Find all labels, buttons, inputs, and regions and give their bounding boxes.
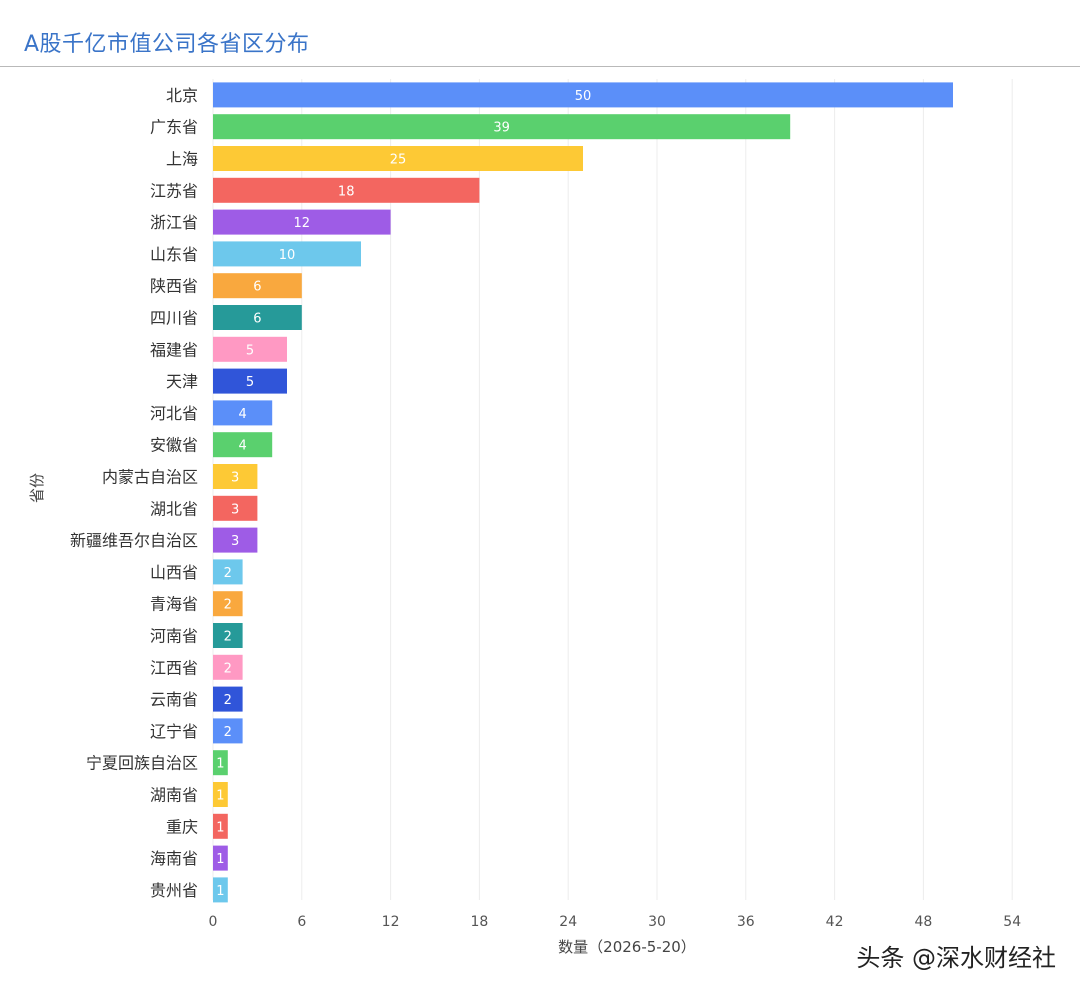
bar-value-label: 6 xyxy=(253,312,261,327)
bar xyxy=(213,813,228,839)
category-label: 上海 xyxy=(166,150,198,169)
category-label: 陕西省 xyxy=(150,277,198,296)
bar-value-label: 50 xyxy=(575,89,592,104)
x-tick-label: 42 xyxy=(826,914,844,930)
bar xyxy=(213,114,791,140)
x-tick-label: 0 xyxy=(209,914,218,930)
bar-value-label: 3 xyxy=(231,534,239,549)
category-label: 湖南省 xyxy=(150,786,198,805)
category-label: 安徽省 xyxy=(150,436,198,455)
x-axis-title: 数量（2026-5-20） xyxy=(558,938,696,956)
category-label: 河北省 xyxy=(150,404,198,423)
category-label: 青海省 xyxy=(150,595,198,614)
bar-value-label: 39 xyxy=(493,121,510,136)
bar xyxy=(213,559,243,585)
x-tick-label: 48 xyxy=(914,914,932,930)
bar-value-label: 2 xyxy=(224,725,232,740)
bar-value-label: 3 xyxy=(231,471,239,486)
category-label: 江苏省 xyxy=(150,181,198,200)
category-label: 山西省 xyxy=(150,563,198,582)
category-label: 辽宁省 xyxy=(150,722,198,741)
bar-value-label: 6 xyxy=(253,280,261,295)
bar-value-label: 5 xyxy=(246,343,254,358)
x-tick-label: 6 xyxy=(297,914,306,930)
bar-value-label: 2 xyxy=(224,598,232,613)
category-label: 贵州省 xyxy=(150,881,198,900)
bar-value-label: 3 xyxy=(231,502,239,517)
bar-value-label: 4 xyxy=(238,439,246,454)
category-label: 重庆 xyxy=(166,817,198,836)
y-axis-title: 省份 xyxy=(28,473,46,503)
category-label: 福建省 xyxy=(150,340,198,359)
category-label: 山东省 xyxy=(150,245,198,264)
bar-value-label: 1 xyxy=(216,884,224,899)
category-label: 新疆维吾尔自治区 xyxy=(70,531,198,550)
bar-value-label: 2 xyxy=(224,566,232,581)
bar xyxy=(213,368,287,394)
bar xyxy=(213,877,228,903)
bar xyxy=(213,464,258,489)
bar-value-label: 2 xyxy=(224,661,232,676)
bar xyxy=(213,654,243,680)
category-label: 广东省 xyxy=(150,118,198,137)
category-label: 天津 xyxy=(166,372,198,391)
bar xyxy=(213,686,243,712)
footer-credit: 头条 @深水财经社 xyxy=(856,944,1056,972)
bar xyxy=(213,432,273,458)
bar-value-label: 4 xyxy=(238,407,246,422)
category-label: 北京 xyxy=(166,86,198,105)
category-label: 江西省 xyxy=(150,658,198,677)
bar xyxy=(213,718,243,744)
x-tick-label: 24 xyxy=(559,914,577,930)
bar xyxy=(213,305,302,330)
x-tick-labels: 0 6 12 18 24 30 36 42 48 54 xyxy=(209,914,1022,930)
bar-value-label: 2 xyxy=(224,693,232,708)
bar-value-label: 25 xyxy=(390,153,407,168)
bar xyxy=(213,241,361,267)
bar xyxy=(213,273,302,299)
bar xyxy=(213,146,583,171)
category-label: 湖北省 xyxy=(150,499,198,518)
bar-value-label: 1 xyxy=(216,820,224,835)
title-divider xyxy=(0,66,1080,67)
bars: 50 39 25 18 12 10 6 6 5 5 4 4 3 3 3 2 2 2 2 2 2 1 1 1 1 1 xyxy=(213,82,953,903)
bar xyxy=(213,623,243,648)
bar xyxy=(213,845,228,871)
bar-value-label: 2 xyxy=(224,630,232,645)
bar-value-label: 10 xyxy=(279,248,296,263)
bar xyxy=(213,527,258,553)
category-labels: 北京广东省上海江苏省浙江省山东省陕西省四川省福建省天津河北省安徽省内蒙古自治区湖… xyxy=(70,86,198,900)
bar xyxy=(213,400,273,426)
category-label: 内蒙古自治区 xyxy=(102,468,198,487)
category-label: 河南省 xyxy=(150,627,198,646)
bar xyxy=(213,495,258,521)
bar xyxy=(213,209,391,235)
x-tick-label: 30 xyxy=(648,914,666,930)
bar xyxy=(213,336,287,362)
bar-value-label: 12 xyxy=(294,216,311,231)
x-tick-label: 18 xyxy=(470,914,488,930)
bar xyxy=(213,750,228,776)
category-label: 四川省 xyxy=(150,309,198,328)
x-tick-label: 36 xyxy=(737,914,755,930)
bar xyxy=(213,82,953,108)
x-tick-label: 54 xyxy=(1003,914,1021,930)
bar xyxy=(213,782,228,807)
chart-title: A股千亿市值公司各省区分布 xyxy=(24,32,310,57)
bar-value-label: 5 xyxy=(246,375,254,390)
category-label: 海南省 xyxy=(150,849,198,868)
bar-value-label: 1 xyxy=(216,789,224,804)
bar xyxy=(213,177,480,203)
bar-value-label: 1 xyxy=(216,852,224,867)
bar-value-label: 18 xyxy=(338,184,355,199)
bar-value-label: 1 xyxy=(216,757,224,772)
category-label: 云南省 xyxy=(150,690,198,709)
x-tick-label: 12 xyxy=(382,914,400,930)
category-label: 宁夏回族自治区 xyxy=(86,754,198,773)
category-label: 浙江省 xyxy=(150,213,198,232)
bar xyxy=(213,591,243,617)
